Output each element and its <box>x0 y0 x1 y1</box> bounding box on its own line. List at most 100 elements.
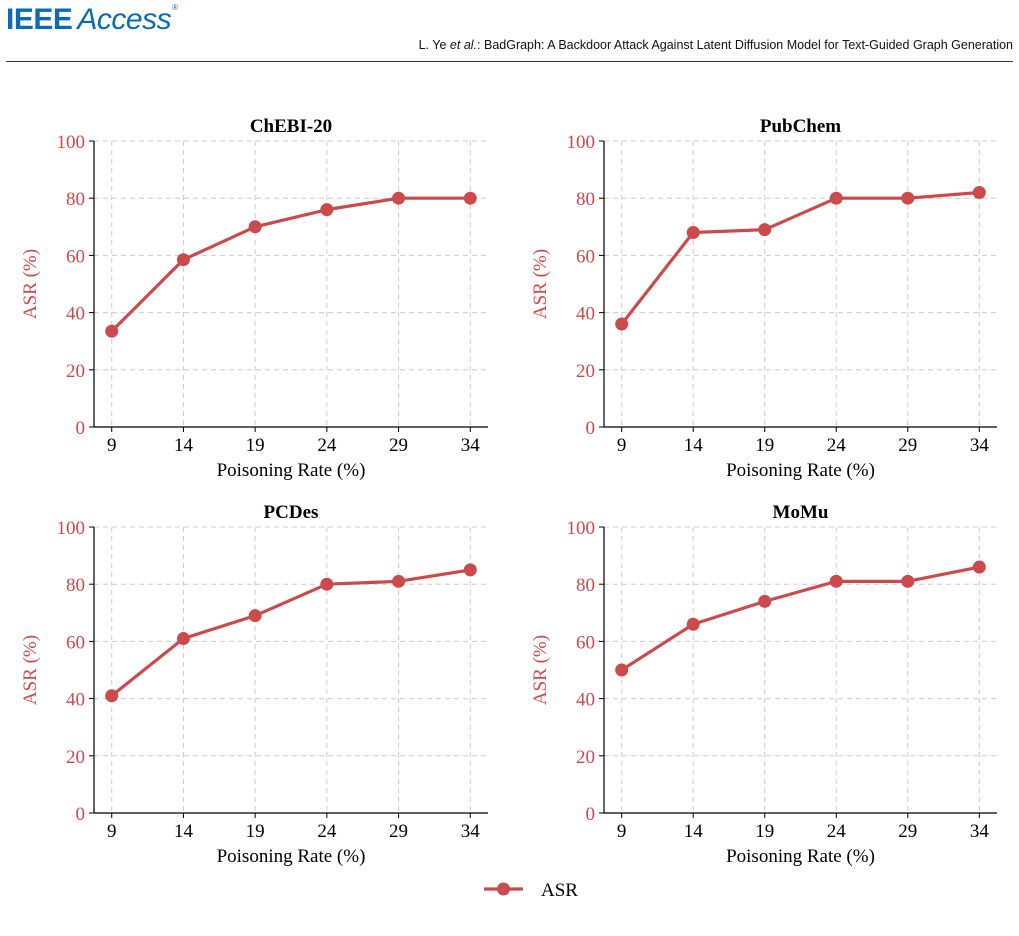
data-point <box>320 203 334 217</box>
y-tick-label: 20 <box>576 747 595 768</box>
data-point <box>901 191 915 205</box>
data-point <box>686 226 700 240</box>
header-rule <box>6 61 1013 62</box>
series-line <box>110 196 471 333</box>
chart-panel-3: 0 20 40 60 80 100 9 14 19 24 29 34 MoMu Poisoning Rat… <box>530 502 997 867</box>
data-point <box>829 191 843 205</box>
legend-label: ASR <box>541 880 578 901</box>
x-tick-label: 34 <box>970 821 990 842</box>
page-header: IEEE Access® L. Ye et al.: BadGraph: A Ba… <box>0 0 1019 64</box>
running-authors: L. Ye <box>418 38 447 52</box>
y-tick-label: 60 <box>66 246 85 267</box>
y-tick-label: 0 <box>586 418 596 439</box>
chart-panel-2: 0 20 40 60 80 100 9 14 19 24 29 34 PCDes Poisoning Ra… <box>20 502 488 867</box>
chart-title: PubChem <box>760 116 841 137</box>
y-tick-label: 20 <box>66 361 85 382</box>
data-point <box>392 191 406 205</box>
data-point <box>758 594 772 608</box>
x-tick-label: 24 <box>827 435 847 456</box>
x-tick-label: 29 <box>898 821 917 842</box>
data-point <box>392 574 406 588</box>
data-point <box>615 317 629 331</box>
y-axis-label: ASR (%) <box>530 249 551 319</box>
x-tick-label: 19 <box>755 821 774 842</box>
running-title: : BadGraph: A Backdoor Attack Against La… <box>477 38 1013 52</box>
chart-panel-1: 0 20 40 60 80 100 9 14 19 24 29 34 PubChem Poisoning … <box>530 116 997 481</box>
x-tick-label: 29 <box>898 435 917 456</box>
x-axis-label: Poisoning Rate (%) <box>217 846 366 867</box>
y-tick-label: 0 <box>586 804 596 825</box>
data-point <box>972 560 986 574</box>
y-tick-label: 20 <box>66 747 85 768</box>
series-line <box>110 568 471 697</box>
figure: 0 20 40 60 80 100 9 14 19 24 29 34 ChEBI-20 Poisoning… <box>20 116 997 901</box>
x-tick-label: 24 <box>317 435 337 456</box>
x-axis-label: Poisoning Rate (%) <box>217 460 366 481</box>
y-tick-label: 60 <box>66 632 85 653</box>
x-tick-label: 24 <box>827 821 847 842</box>
x-tick-label: 14 <box>174 435 194 456</box>
x-tick-label: 34 <box>461 821 481 842</box>
data-point <box>463 191 477 205</box>
x-tick-label: 29 <box>389 435 408 456</box>
x-tick-label: 14 <box>684 821 704 842</box>
series-line <box>620 565 980 672</box>
y-tick-label: 100 <box>57 132 86 153</box>
x-tick-label: 19 <box>246 821 265 842</box>
x-tick-label: 14 <box>174 821 194 842</box>
x-tick-label: 34 <box>970 435 990 456</box>
chart-panel-0: 0 20 40 60 80 100 9 14 19 24 29 34 ChEBI-20 Poisoning… <box>20 116 488 481</box>
brand-ieee: IEEE <box>6 3 73 36</box>
ieee-access-logo: IEEE Access® <box>6 3 178 37</box>
y-tick-label: 60 <box>576 246 595 267</box>
x-tick-label: 24 <box>317 821 337 842</box>
y-tick-label: 20 <box>576 361 595 382</box>
y-tick-label: 80 <box>66 189 85 210</box>
data-point <box>829 574 843 588</box>
chart-title: MoMu <box>773 502 829 523</box>
x-tick-label: 9 <box>617 435 627 456</box>
data-point <box>176 632 190 646</box>
y-tick-label: 100 <box>567 518 596 539</box>
y-tick-label: 80 <box>66 575 85 596</box>
chart-title: ChEBI-20 <box>250 116 332 137</box>
y-axis-label: ASR (%) <box>20 635 41 705</box>
x-axis-label: Poisoning Rate (%) <box>726 460 875 481</box>
legend: ASR <box>484 880 578 901</box>
data-point <box>320 577 334 591</box>
running-etal: et al. <box>449 38 478 52</box>
y-tick-label: 40 <box>576 304 595 325</box>
data-point <box>972 185 986 199</box>
x-tick-label: 9 <box>107 435 117 456</box>
x-axis-label: Poisoning Rate (%) <box>726 846 875 867</box>
data-point <box>248 609 262 623</box>
y-tick-label: 40 <box>576 690 595 711</box>
legend-marker <box>497 882 510 896</box>
y-tick-label: 60 <box>576 632 595 653</box>
running-header: L. Ye et al.: BadGraph: A Backdoor Attac… <box>419 38 1013 52</box>
y-tick-label: 40 <box>66 304 85 325</box>
brand-access: Access <box>77 3 172 36</box>
y-tick-label: 0 <box>76 804 86 825</box>
x-tick-label: 29 <box>389 821 408 842</box>
x-tick-label: 14 <box>684 435 704 456</box>
chart-title: PCDes <box>264 502 319 523</box>
data-point <box>901 574 915 588</box>
x-tick-label: 19 <box>246 435 265 456</box>
x-tick-label: 9 <box>107 821 117 842</box>
data-point <box>615 663 629 677</box>
y-tick-label: 40 <box>66 690 85 711</box>
y-axis-label: ASR (%) <box>20 249 41 319</box>
y-tick-label: 0 <box>76 418 86 439</box>
series-line <box>620 190 980 326</box>
data-point <box>248 220 262 234</box>
y-axis-label: ASR (%) <box>530 635 551 705</box>
x-tick-label: 19 <box>755 435 774 456</box>
brand-mark: ® <box>172 3 178 12</box>
y-tick-label: 80 <box>576 575 595 596</box>
data-point <box>758 223 772 237</box>
y-tick-label: 100 <box>57 518 86 539</box>
data-point <box>176 253 190 267</box>
y-tick-label: 100 <box>567 132 596 153</box>
data-point <box>463 563 477 577</box>
